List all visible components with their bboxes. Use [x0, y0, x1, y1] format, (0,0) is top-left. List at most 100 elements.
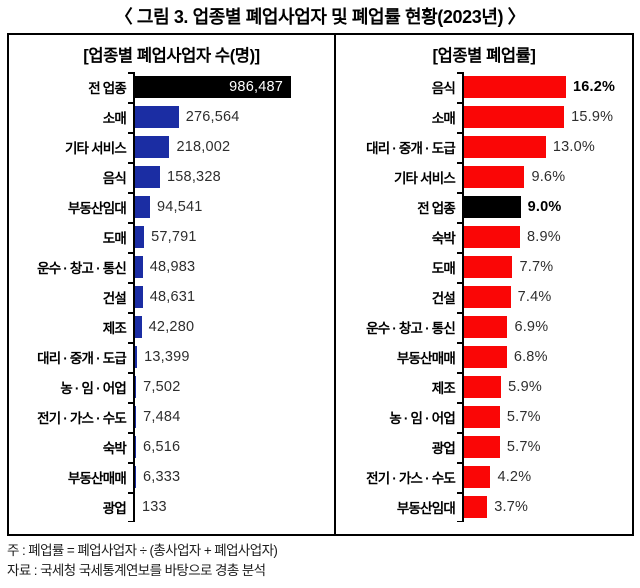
- axis-tick: [457, 462, 462, 464]
- value-label: 3.7%: [494, 499, 529, 515]
- bar-wrap: 7,484: [133, 402, 334, 432]
- category-label: 부동산임대: [67, 201, 127, 216]
- axis-tick: [128, 492, 133, 494]
- figure-title: 〈 그림 3. 업종별 폐업사업자 및 폐업률 현황(2023년) 〉: [114, 7, 526, 27]
- axis-tick: [457, 72, 462, 74]
- axis-tick: [457, 282, 462, 284]
- category-label: 부동산임대: [396, 501, 456, 516]
- category-label: 광업: [431, 441, 456, 456]
- bar-wrap: 6,516: [133, 432, 334, 462]
- value-label: 133: [142, 499, 167, 515]
- category-label: 건설: [431, 291, 456, 306]
- left-chart-title: [업종별 폐업사업자 수(명)]: [83, 46, 260, 65]
- bar-wrap: 3.7%: [462, 492, 632, 522]
- chart-row: 부동산임대 94,541: [9, 192, 334, 222]
- bar-wrap: 6.9%: [462, 312, 632, 342]
- bar-wrap: 94,541: [133, 192, 334, 222]
- chart-row: 기타 서비스 218,002: [9, 132, 334, 162]
- value-label: 7.4%: [517, 289, 552, 305]
- value-label: 15.9%: [571, 109, 614, 125]
- axis-tick: [128, 162, 133, 164]
- chart-row: 제조 42,280: [9, 312, 334, 342]
- value-label: 13.0%: [552, 139, 595, 155]
- bar-wrap: 13.0%: [462, 132, 632, 162]
- axis-tick: [128, 252, 133, 254]
- bar: [135, 316, 142, 338]
- bar: [464, 406, 500, 428]
- bar: 986,487: [135, 76, 291, 98]
- bar-wrap: 9.6%: [462, 162, 632, 192]
- bar-wrap: 7.4%: [462, 282, 632, 312]
- axis-tick: [128, 462, 133, 464]
- bar-wrap: 6,333: [133, 462, 334, 492]
- right-chart-rows: 음식 16.2% 소매 15.9% 대리 · 중개 · 도급 13.0% 기타 …: [336, 72, 632, 522]
- bar-wrap: 5.7%: [462, 402, 632, 432]
- category-label: 농 · 임 · 어업: [389, 411, 455, 426]
- axis-tick: [128, 312, 133, 314]
- bar-wrap: 5.7%: [462, 432, 632, 462]
- axis-tick: [457, 432, 462, 434]
- value-label: 48,983: [149, 259, 196, 275]
- value-label: 5.9%: [508, 379, 542, 395]
- bar-wrap: 7,502: [133, 372, 334, 402]
- value-label: 9.6%: [531, 169, 566, 185]
- category-label: 대리 · 중개 · 도급: [366, 141, 456, 156]
- category-label: 운수 · 창고 · 통신: [366, 321, 456, 336]
- category-label: 전 업종: [88, 81, 127, 96]
- value-label: 7,502: [143, 379, 181, 395]
- value-label: 16.2%: [573, 79, 616, 95]
- category-label: 전 업종: [417, 201, 456, 216]
- bar: [464, 286, 511, 308]
- bar: [135, 166, 161, 188]
- category-label: 제조: [431, 381, 456, 396]
- category-label: 부동산매매: [396, 351, 456, 366]
- panel-closure-rate: [업종별 폐업률] 음식 16.2% 소매 15.9% 대리 · 중개 · 도급…: [336, 35, 632, 534]
- bar: [464, 226, 521, 248]
- bar-wrap: 57,791: [133, 222, 334, 252]
- value-label: 6,516: [143, 439, 181, 455]
- category-label: 농 · 임 · 어업: [60, 381, 126, 396]
- chart-row: 부동산매매 6,333: [9, 462, 334, 492]
- bar-wrap: 16.2%: [462, 72, 632, 102]
- bar-wrap: 48,983: [133, 252, 334, 282]
- value-label: 57,791: [151, 229, 197, 245]
- value-label: 6,333: [143, 469, 181, 485]
- bar: [135, 436, 137, 458]
- value-label: 4.2%: [497, 469, 532, 485]
- right-chart-title: [업종별 폐업률]: [432, 46, 536, 65]
- bar-wrap: 4.2%: [462, 462, 632, 492]
- left-chart-rows: 전 업종 986,487 소매 276,564 기타 서비스 218,002 음…: [9, 72, 334, 522]
- bar: [464, 136, 546, 158]
- axis-tick: [457, 102, 462, 104]
- category-label: 숙박: [431, 231, 456, 246]
- value-label: 7,484: [143, 409, 181, 425]
- category-label: 숙박: [102, 441, 127, 456]
- axis-tick: [128, 372, 133, 374]
- category-label: 대리 · 중개 · 도급: [37, 351, 127, 366]
- bar-wrap: 133: [133, 492, 334, 522]
- axis-tick: [457, 222, 462, 224]
- bar: [464, 496, 488, 518]
- bar: [464, 256, 513, 278]
- category-label: 도매: [431, 261, 456, 276]
- chart-row: 건설 48,631: [9, 282, 334, 312]
- bar-wrap: 218,002: [133, 132, 334, 162]
- bar: [135, 106, 179, 128]
- chart-row: 도매 57,791: [9, 222, 334, 252]
- value-label: 42,280: [148, 319, 195, 335]
- chart-row: 농 · 임 · 어업 7,502: [9, 372, 334, 402]
- category-label: 기타 서비스: [64, 141, 127, 156]
- bar: [135, 226, 145, 248]
- bar-wrap: 986,487: [133, 72, 334, 102]
- axis-tick: [457, 372, 462, 374]
- axis-tick: [457, 252, 462, 254]
- category-label: 부동산매매: [67, 471, 127, 486]
- bar: [464, 376, 502, 398]
- chart-row: 건설 7.4%: [336, 282, 632, 312]
- chart-row: 전 업종 9.0%: [336, 192, 632, 222]
- axis-tick: [128, 102, 133, 104]
- bar: [464, 466, 491, 488]
- category-label: 소매: [102, 111, 127, 126]
- bar: [464, 76, 566, 98]
- chart-row: 제조 5.9%: [336, 372, 632, 402]
